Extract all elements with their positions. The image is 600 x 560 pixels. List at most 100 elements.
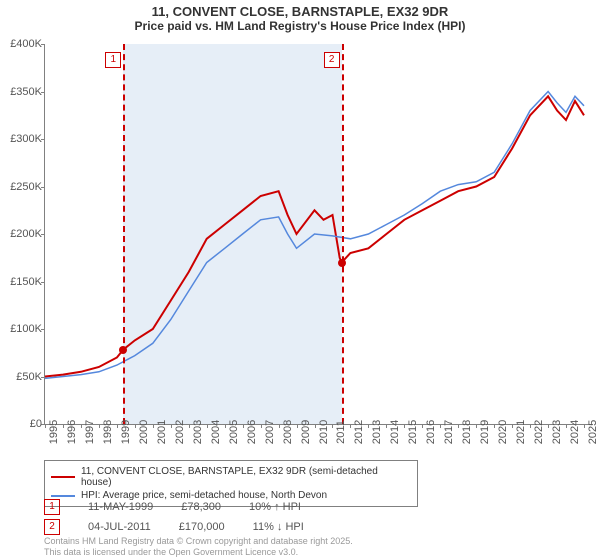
x-tick [63, 424, 64, 428]
marker-label-1: 1 [105, 52, 121, 68]
x-tick [548, 424, 549, 428]
chart-subtitle: Price paid vs. HM Land Registry's House … [0, 19, 600, 33]
x-tick-label: 2004 [210, 420, 222, 444]
x-tick [566, 424, 567, 428]
point-marker-1 [119, 346, 127, 354]
x-tick-label: 2001 [156, 420, 168, 444]
annotation-delta-1: 10% ↑ HPI [249, 501, 301, 513]
x-tick [458, 424, 459, 428]
y-tick-label: £200K [2, 228, 42, 240]
plot-area: 12 [44, 44, 593, 425]
annotation-row-1: 1 11-MAY-1999 £78,300 10% ↑ HPI [44, 499, 301, 515]
chart-container: 11, CONVENT CLOSE, BARNSTAPLE, EX32 9DR … [0, 0, 600, 560]
attribution: Contains HM Land Registry data © Crown c… [44, 536, 353, 558]
x-tick [476, 424, 477, 428]
legend-swatch-property [51, 476, 75, 478]
x-tick [386, 424, 387, 428]
x-tick [225, 424, 226, 428]
x-tick-label: 2009 [300, 420, 312, 444]
annotation-marker-1: 1 [44, 499, 60, 515]
x-tick [261, 424, 262, 428]
x-tick-label: 2007 [264, 420, 276, 444]
x-tick-label: 2024 [569, 420, 581, 444]
y-tick-label: £150K [2, 276, 42, 288]
x-tick [171, 424, 172, 428]
x-tick-label: 1995 [48, 420, 60, 444]
annotation-marker-2: 2 [44, 519, 60, 535]
attribution-line1: Contains HM Land Registry data © Crown c… [44, 536, 353, 547]
x-tick-label: 2018 [461, 420, 473, 444]
x-tick-label: 2008 [282, 420, 294, 444]
chart-lines [45, 44, 593, 424]
x-tick [440, 424, 441, 428]
legend-label-property: 11, CONVENT CLOSE, BARNSTAPLE, EX32 9DR … [81, 466, 411, 488]
legend-swatch-hpi [51, 495, 75, 497]
x-tick-label: 2005 [228, 420, 240, 444]
x-tick [207, 424, 208, 428]
marker-line-2 [342, 44, 344, 424]
x-tick [81, 424, 82, 428]
x-tick [189, 424, 190, 428]
x-tick-label: 2022 [533, 420, 545, 444]
x-tick [422, 424, 423, 428]
x-tick-label: 2012 [353, 420, 365, 444]
x-tick-label: 2019 [479, 420, 491, 444]
x-tick [368, 424, 369, 428]
x-tick [297, 424, 298, 428]
x-tick-label: 2015 [407, 420, 419, 444]
x-tick-label: 2017 [443, 420, 455, 444]
x-tick [45, 424, 46, 428]
x-tick-label: 2013 [371, 420, 383, 444]
x-tick-label: 2020 [497, 420, 509, 444]
series-line-property [45, 96, 584, 376]
series-line-hpi [45, 92, 584, 379]
y-tick-label: £400K [2, 38, 42, 50]
marker-line-1 [123, 44, 125, 424]
x-tick [99, 424, 100, 428]
annotation-date-2: 04-JUL-2011 [88, 521, 151, 533]
x-tick [512, 424, 513, 428]
x-tick-label: 2016 [425, 420, 437, 444]
title-block: 11, CONVENT CLOSE, BARNSTAPLE, EX32 9DR … [0, 0, 600, 33]
x-tick [332, 424, 333, 428]
chart-title: 11, CONVENT CLOSE, BARNSTAPLE, EX32 9DR [0, 4, 600, 19]
x-tick-label: 2014 [389, 420, 401, 444]
y-tick-label: £250K [2, 181, 42, 193]
annotation-delta-2: 11% ↓ HPI [253, 521, 304, 533]
annotation-date-1: 11-MAY-1999 [88, 501, 153, 513]
x-tick [350, 424, 351, 428]
annotation-price-1: £78,300 [181, 501, 221, 513]
x-tick-label: 2002 [174, 420, 186, 444]
legend-row-property: 11, CONVENT CLOSE, BARNSTAPLE, EX32 9DR … [51, 465, 411, 489]
y-tick-label: £300K [2, 133, 42, 145]
x-tick-label: 1998 [102, 420, 114, 444]
x-tick-label: 2003 [192, 420, 204, 444]
y-tick-label: £50K [2, 371, 42, 383]
x-tick [279, 424, 280, 428]
x-tick-label: 2010 [318, 420, 330, 444]
annotation-row-2: 2 04-JUL-2011 £170,000 11% ↓ HPI [44, 519, 304, 535]
y-tick-label: £350K [2, 86, 42, 98]
x-tick [117, 424, 118, 428]
x-tick-label: 2021 [515, 420, 527, 444]
x-tick-label: 2000 [138, 420, 150, 444]
x-tick [315, 424, 316, 428]
x-tick-label: 2006 [246, 420, 258, 444]
x-tick-label: 2011 [335, 420, 347, 444]
x-tick-label: 1997 [84, 420, 96, 444]
point-marker-2 [338, 259, 346, 267]
annotation-price-2: £170,000 [179, 521, 225, 533]
x-tick-label: 1996 [66, 420, 78, 444]
x-tick [404, 424, 405, 428]
attribution-line2: This data is licensed under the Open Gov… [44, 547, 353, 558]
y-tick-label: £0 [2, 418, 42, 430]
marker-label-2: 2 [324, 52, 340, 68]
x-tick-label: 2025 [587, 420, 599, 444]
y-tick-label: £100K [2, 323, 42, 335]
x-tick [530, 424, 531, 428]
x-tick [584, 424, 585, 428]
x-tick [494, 424, 495, 428]
x-tick-label: 2023 [551, 420, 563, 444]
x-tick [153, 424, 154, 428]
x-tick-label: 1999 [120, 420, 132, 444]
